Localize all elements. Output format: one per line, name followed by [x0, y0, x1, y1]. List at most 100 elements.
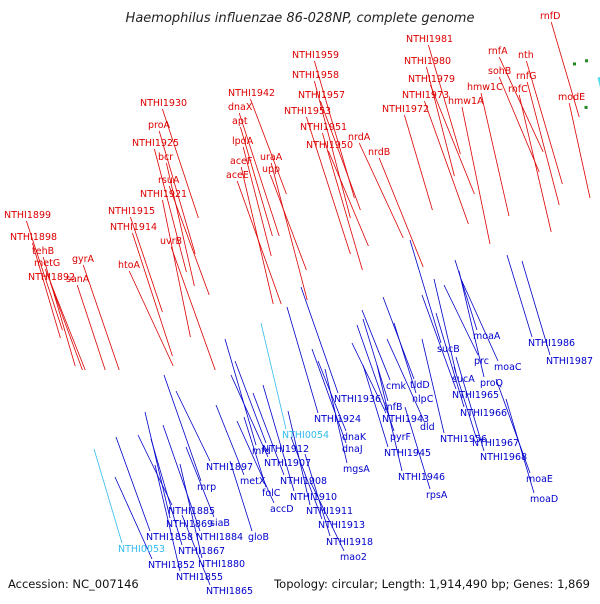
gene-label-nthi1946: NTHI1946: [398, 472, 445, 483]
gene-label-moaa: moaA: [473, 331, 501, 342]
gene-label-tehb: tehB: [32, 246, 54, 257]
leader-line: [144, 411, 171, 519]
gene-label-mao2: mao2: [340, 552, 367, 563]
gene-label-sohb: sohB: [488, 66, 511, 77]
gene-label-htoa: htoA: [118, 260, 141, 271]
gene-label-nthi1973: NTHI1973: [402, 90, 449, 101]
gene-label-rnfd: rnfD: [540, 11, 560, 22]
gene-label-nthi0053: NTHI0053: [118, 544, 165, 555]
gene-label-moae: moaE: [526, 474, 553, 485]
leader-line: [351, 342, 387, 414]
gene-label-nthi1912: NTHI1912: [262, 444, 309, 455]
leader-line: [498, 76, 540, 173]
gene-label-moad: moaD: [530, 494, 558, 505]
gene-label-nthi1899: NTHI1899: [4, 210, 51, 221]
gene-label-rnfc: rnfC: [508, 84, 528, 95]
leader-line: [130, 216, 163, 313]
gene-label-cmk: cmk: [386, 381, 406, 392]
leader-line: [262, 384, 295, 492]
gene-label-acef: aceF: [230, 156, 252, 167]
leader-line: [443, 284, 479, 356]
leader-line: [82, 264, 120, 371]
gene-label-nthi1892: NTHI1892: [28, 272, 75, 283]
leader-line: [421, 338, 445, 434]
leader-line: [114, 476, 153, 560]
gene-label-nthi1959: NTHI1959: [292, 50, 339, 61]
leader-line: [455, 356, 485, 452]
leader-line: [50, 282, 83, 371]
guide-dot: [584, 105, 588, 109]
leader-line: [270, 174, 307, 271]
leader-line: [518, 94, 552, 233]
leader-line: [168, 185, 210, 296]
leader-line: [453, 366, 477, 438]
leader-line: [404, 406, 431, 490]
leader-line: [236, 420, 275, 504]
leader-line: [181, 514, 211, 586]
gene-label-nthi1925: NTHI1925: [132, 138, 179, 149]
gene-label-mgsa: mgsA: [343, 464, 370, 475]
gene-label-nthi1957: NTHI1957: [298, 90, 345, 101]
leader-line: [505, 398, 535, 494]
leader-line: [506, 254, 533, 338]
leader-line: [234, 360, 267, 444]
gene-label-siab: siaB: [210, 518, 230, 529]
leader-line: [358, 142, 404, 239]
guide-dot: [585, 59, 589, 63]
leader-line: [158, 130, 196, 255]
gene-label-nthi1867: NTHI1867: [178, 546, 225, 557]
gene-label-upp: upp: [262, 164, 280, 175]
gene-label-gyra: gyrA: [72, 254, 95, 265]
gene-label-nthi1936: NTHI1936: [334, 394, 381, 405]
gene-label-nthi1956: NTHI1956: [440, 434, 487, 445]
leader-line: [428, 44, 461, 155]
leader-line: [300, 286, 339, 394]
gene-label-rsua: rsuA: [158, 175, 180, 186]
leader-line: [376, 364, 403, 472]
gene-label-nthi1979: NTHI1979: [408, 74, 455, 85]
leader-line: [286, 306, 319, 414]
leader-line: [179, 463, 203, 559]
leader-line: [162, 108, 199, 219]
leader-line: [270, 162, 308, 301]
gene-label-nthi1958: NTHI1958: [292, 70, 339, 81]
gene-label-proa: proA: [148, 120, 171, 131]
gene-label-nthi1897: NTHI1897: [206, 462, 253, 473]
summary-text: Topology: circular; Length: 1,914,490 bp…: [273, 577, 590, 591]
gene-label-nthi1950: NTHI1950: [306, 140, 353, 151]
accession-text: Accession: NC_007146: [8, 577, 139, 591]
leader-line: [568, 102, 591, 199]
gene-label-nthi1966: NTHI1966: [460, 408, 507, 419]
leader-line: [26, 220, 63, 331]
gene-label-nrda: nrdA: [348, 132, 371, 143]
leader-line: [170, 246, 216, 371]
gene-label-moac: moaC: [494, 362, 522, 373]
leader-line: [243, 416, 267, 488]
leader-line: [550, 21, 580, 118]
leader-line: [93, 448, 123, 544]
gene-label-nth: nth: [518, 50, 534, 61]
leader-line: [115, 436, 151, 532]
leader-line: [162, 199, 191, 338]
map-title: Haemophilus influenzae 86-028NP, complet…: [126, 11, 475, 26]
gene-label-dnak: dnaK: [342, 432, 367, 443]
leader-line: [240, 126, 273, 237]
leader-line: [424, 100, 469, 225]
leader-line: [461, 106, 491, 245]
leader-line: [309, 480, 345, 552]
leader-line: [314, 80, 351, 219]
leader-line: [236, 180, 282, 305]
gene-label-proq: proQ: [480, 378, 503, 389]
gene-label-metx: metX: [240, 476, 266, 487]
leader-line: [526, 60, 563, 185]
gene-label-sucb: sucB: [437, 344, 460, 355]
gene-label-nthi1865: NTHI1865: [206, 586, 253, 597]
gene-label-metg: metG: [34, 258, 60, 269]
gene-label-nthi1943: NTHI1943: [382, 414, 429, 425]
leader-line: [526, 81, 560, 206]
gene-label-suca: sucA: [452, 374, 475, 385]
gene-label-nthi1980: NTHI1980: [404, 56, 451, 67]
guide-dot: [573, 62, 577, 66]
